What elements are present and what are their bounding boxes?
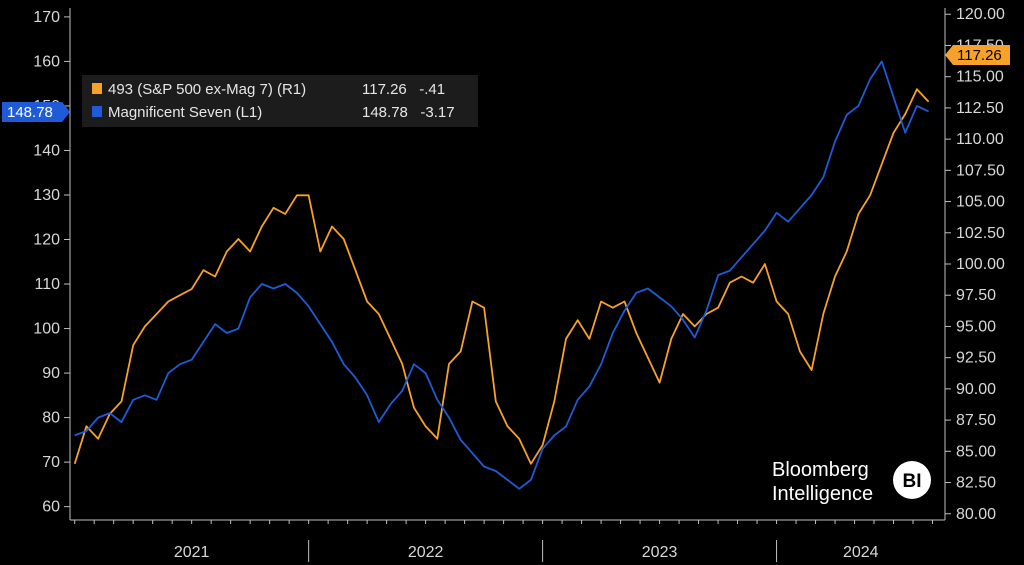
right-tick-label: 82.50 [956, 475, 996, 492]
x-tick-label: 2021 [174, 544, 210, 561]
left-last-value-badge: 148.78 [2, 102, 70, 122]
left-tick-label: 90 [42, 365, 60, 382]
left-tick-label: 120 [33, 232, 60, 249]
right-tick-label: 80.00 [956, 506, 996, 523]
right-tick-label: 100.00 [956, 256, 1005, 273]
legend-values-493: 117.26 -.41 [362, 81, 445, 98]
x-tick-label: 2023 [642, 544, 678, 561]
left-tick-label: 100 [33, 321, 60, 338]
left-tick-label: 80 [42, 410, 60, 427]
series-line-magnificent-seven [74, 60, 929, 490]
bi-badge-icon [893, 461, 931, 499]
right-tick-label: 115.00 [956, 69, 1004, 86]
left-tick-label: 130 [33, 187, 60, 204]
x-tick-label: 2024 [843, 544, 879, 561]
left-tick-label: 60 [42, 499, 60, 516]
right-tick-label: 120.00 [956, 6, 1005, 23]
legend-label-mag7: Magnificent Seven (L1) [108, 104, 262, 121]
right-tick-label: 87.50 [956, 412, 996, 429]
left-tick-label: 70 [42, 454, 60, 471]
legend-values-mag7: 148.78 -3.17 [362, 104, 455, 121]
right-tick-label: 95.00 [956, 318, 996, 335]
brand-line-1: Bloomberg [772, 459, 869, 481]
left-axis-ticks: 60708090100110120130140150160170 [33, 9, 70, 516]
left-badge-shape [2, 102, 70, 122]
left-tick-label: 170 [33, 9, 60, 26]
series-lines [73, 60, 930, 490]
left-tick-label: 160 [33, 53, 60, 70]
right-tick-label: 110.00 [956, 131, 1004, 148]
bi-badge-text: BI [903, 471, 922, 492]
series-line-493 [73, 88, 930, 465]
right-tick-label: 105.00 [956, 194, 1005, 211]
brand-line-2: Intelligence [772, 483, 873, 505]
right-axis-ticks: 80.00 82.50 85.00 87.50 90.00 92.50 95.00 97.50… [945, 6, 1005, 523]
right-tick-label: 85.00 [956, 443, 996, 460]
right-tick-label: 102.50 [956, 225, 1005, 242]
legend-swatch-493 [92, 83, 102, 94]
right-tick-label: 90.00 [956, 381, 996, 398]
right-badge-text: 117.26 [957, 47, 1002, 64]
right-badge-shape [945, 45, 1010, 65]
right-tick-label: 107.50 [956, 162, 1005, 179]
bloomberg-intelligence-logo: Bloomberg Intelligence BI [772, 459, 931, 505]
x-tick-label: 2022 [408, 544, 444, 561]
right-tick-label: 92.50 [956, 350, 996, 367]
left-badge-text: 148.78 [7, 104, 53, 121]
legend-swatch-mag7 [92, 106, 102, 117]
left-tick-label: 110 [34, 276, 60, 293]
left-tick-label: 140 [33, 142, 60, 159]
right-tick-label: 112.50 [956, 100, 1004, 117]
legend-background [82, 75, 478, 127]
legend-label-493: 493 (S&P 500 ex-Mag 7) (R1) [108, 81, 306, 98]
right-tick-label: 97.50 [956, 287, 996, 304]
legend: 493 (S&P 500 ex-Mag 7) (R1) 117.26 -.41 … [82, 75, 478, 127]
x-axis: 2021 2022 2023 2024 [74, 520, 934, 562]
right-last-value-badge: 117.26 [945, 45, 1010, 65]
